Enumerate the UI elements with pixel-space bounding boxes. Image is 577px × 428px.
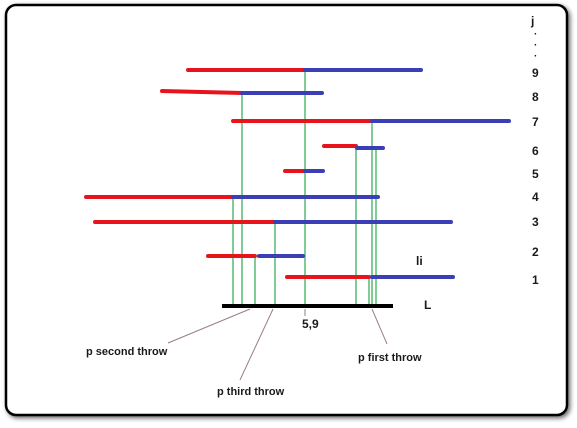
caption-p-second-throw: p second throw bbox=[86, 346, 168, 358]
row-number-7: 7 bbox=[532, 115, 539, 129]
pointer-lines bbox=[167, 308, 388, 381]
row-number-6: 6 bbox=[532, 144, 539, 158]
frame-border bbox=[4, 3, 569, 417]
row-number-8: 8 bbox=[532, 90, 539, 104]
label-dot-2: · bbox=[534, 40, 537, 51]
label-li: li bbox=[416, 254, 423, 268]
segments bbox=[84, 68, 511, 279]
row-number-1: 1 bbox=[532, 273, 539, 287]
row-number-5: 5 bbox=[532, 167, 539, 181]
label-j: j bbox=[530, 14, 534, 28]
label-five-nine: 5,9 bbox=[302, 317, 319, 331]
label-dot-1: · bbox=[534, 29, 537, 40]
caption-p-first-throw: p first throw bbox=[358, 352, 422, 364]
segment-8-red bbox=[160, 89, 244, 95]
pointer-second-throw bbox=[167, 308, 251, 344]
caption-p-third-throw: p third throw bbox=[217, 386, 285, 398]
label-dot-3: · bbox=[534, 51, 537, 62]
label-L: L bbox=[424, 298, 431, 312]
row-number-2: 2 bbox=[532, 245, 539, 259]
row-number-4: 4 bbox=[532, 190, 539, 204]
pointer-first-throw bbox=[371, 308, 388, 345]
projection-lines bbox=[232, 70, 377, 306]
row-number-9: 9 bbox=[532, 66, 539, 80]
row-number-3: 3 bbox=[532, 215, 539, 229]
pointer-third-throw bbox=[239, 308, 274, 381]
